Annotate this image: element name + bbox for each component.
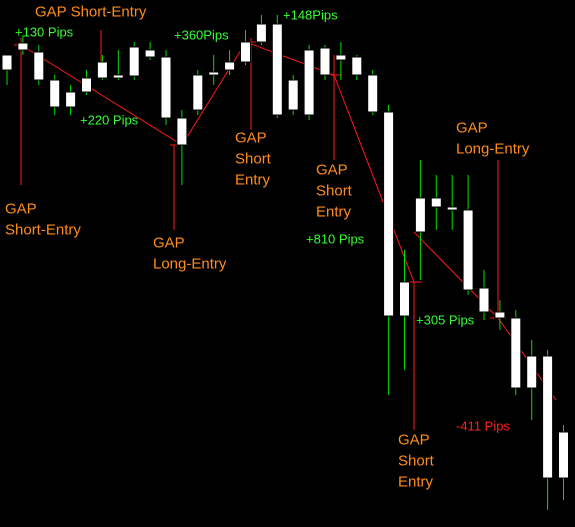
candle-body [144, 49, 156, 58]
candle-body [287, 79, 299, 111]
annotation: +810 Pips [306, 232, 365, 247]
annotation: Long-Entry [456, 140, 530, 157]
annotation: Entry [398, 473, 434, 490]
candle-body [49, 79, 61, 108]
candle-body [494, 311, 506, 319]
annotation: +148Pips [283, 8, 338, 23]
candle-body [128, 46, 140, 77]
annotation: Long-Entry [153, 255, 227, 272]
candle-body [319, 47, 331, 76]
annotation: GAP Short-Entry [35, 3, 147, 20]
candle-body [526, 355, 538, 389]
candle-body [558, 431, 569, 479]
candle-body [1, 54, 13, 71]
candle-body [255, 23, 267, 43]
annotation: +220 Pips [80, 113, 139, 128]
candle-body [510, 317, 522, 389]
annotation: Short-Entry [5, 221, 81, 238]
annotation: GAP [5, 200, 37, 217]
trade-line [20, 44, 183, 146]
candle-body [383, 111, 395, 317]
trade-line [333, 74, 415, 283]
candle-body [33, 51, 45, 81]
annotation: Short [398, 452, 435, 469]
candle-body [81, 77, 92, 93]
annotation: GAP [235, 129, 267, 146]
candle-body [303, 49, 315, 116]
candle-body [367, 74, 379, 113]
annotation: GAP [316, 161, 348, 178]
candle-body [414, 197, 426, 233]
candle-body [240, 41, 251, 63]
candle-body [430, 197, 442, 208]
candle-body [446, 206, 458, 211]
trade-line [245, 41, 335, 76]
candle-body [112, 74, 124, 79]
annotation: +130 Pips [15, 25, 74, 40]
annotation: +305 Pips [416, 313, 475, 328]
annotation: -411 Pips [456, 419, 510, 434]
candle-body [192, 74, 204, 111]
annotation: +360Pips [174, 28, 229, 43]
trade-line [181, 41, 247, 146]
candle-body [478, 287, 490, 313]
candle-body [65, 91, 77, 108]
candle-body [462, 209, 474, 291]
annotation: GAP [456, 119, 488, 136]
candle-body [271, 23, 283, 116]
candle-body [351, 56, 363, 76]
candle-body [208, 71, 220, 76]
candle-body [17, 42, 29, 51]
annotation: Entry [316, 203, 352, 220]
candle-body [224, 61, 236, 71]
candle-body [335, 54, 347, 61]
candle-body [399, 281, 410, 317]
annotation: Short [316, 182, 353, 199]
annotation: GAP [153, 234, 185, 251]
annotation: Entry [235, 171, 271, 188]
annotation: GAP [398, 431, 430, 448]
candle-body [176, 117, 188, 146]
candle-body [542, 355, 554, 479]
candle-body [96, 61, 108, 79]
candle-body [160, 56, 172, 119]
annotation: Short [235, 150, 272, 167]
